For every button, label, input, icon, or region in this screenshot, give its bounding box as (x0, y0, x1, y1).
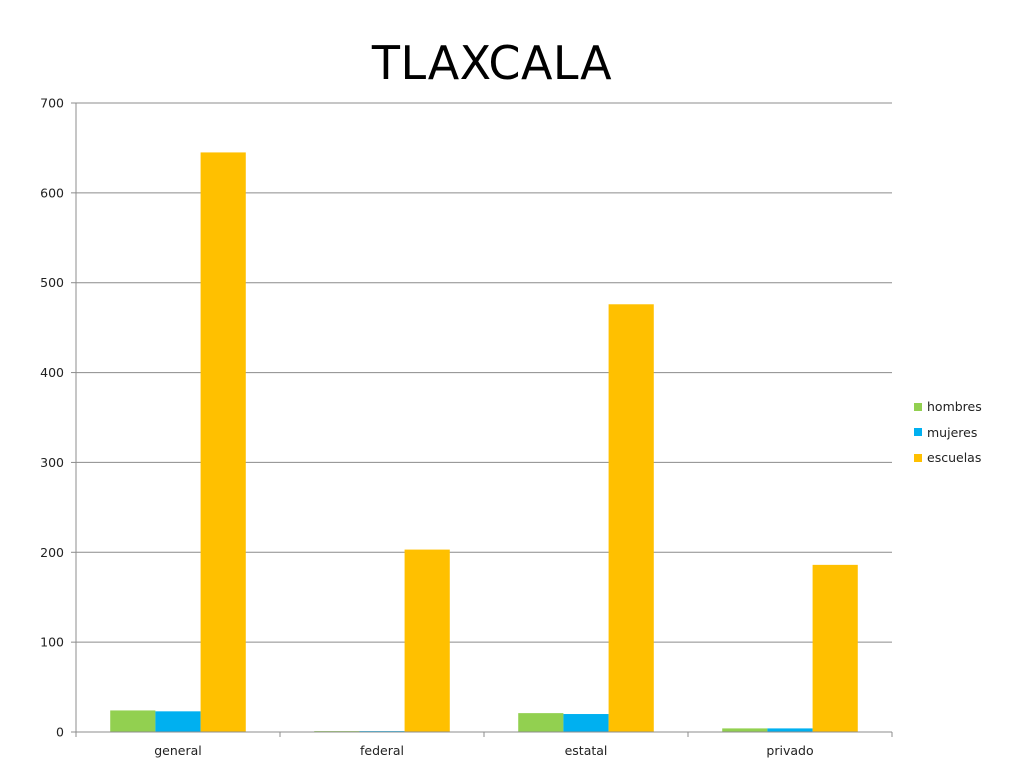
x-tick-label: federal (360, 743, 404, 758)
y-tick-label: 0 (56, 725, 64, 740)
bar-escuelas-federal (404, 549, 450, 732)
bar-escuelas-general (200, 152, 246, 732)
bar-mujeres-general (155, 711, 201, 732)
y-tick-label: 200 (40, 545, 64, 560)
bar-mujeres-privado (767, 728, 813, 732)
y-tick-labels: 0 100 200 300 400 500 600 700 (40, 96, 64, 740)
legend-item-escuelas: escuelas (914, 445, 982, 471)
legend-label: hombres (927, 399, 982, 415)
bar-hombres-privado (722, 728, 768, 732)
legend-label: mujeres (927, 424, 978, 440)
y-tick-label: 100 (40, 635, 64, 650)
gridlines (76, 102, 892, 643)
bar-mujeres-estatal (563, 714, 609, 732)
x-tick-labels: general federal estatal privado (154, 743, 813, 758)
legend-item-mujeres: mujeres (914, 420, 982, 446)
x-tick-label: general (154, 743, 202, 758)
legend-item-hombres: hombres (914, 394, 982, 420)
x-tick-label: estatal (565, 743, 608, 758)
chart-title: TLAXCALA (371, 36, 613, 90)
y-tick-label: 400 (40, 365, 64, 380)
legend-label: escuelas (927, 450, 982, 466)
y-tick-label: 700 (40, 96, 64, 111)
legend-swatch (914, 402, 922, 411)
legend-swatch (914, 453, 922, 462)
bar-hombres-estatal (518, 713, 564, 732)
bar-hombres-general (110, 710, 156, 732)
legend-swatch (914, 428, 922, 437)
x-tick-label: privado (766, 743, 813, 758)
y-tick-label: 300 (40, 455, 64, 470)
axes (71, 102, 893, 737)
legend: hombres mujeres escuelas (914, 394, 982, 471)
bar-escuelas-privado (812, 564, 858, 732)
bars (110, 152, 858, 732)
y-tick-label: 500 (40, 275, 64, 290)
y-tick-label: 600 (40, 185, 64, 200)
bar-escuelas-estatal (608, 304, 654, 732)
